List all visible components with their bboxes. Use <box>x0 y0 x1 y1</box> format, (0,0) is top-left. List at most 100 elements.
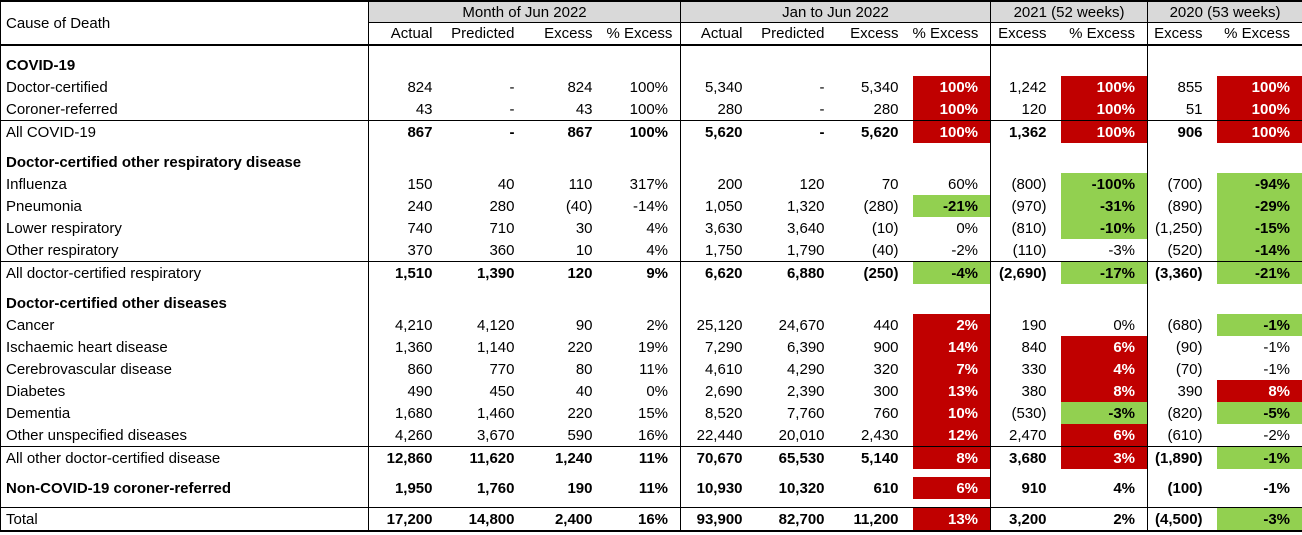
spacer-row <box>1 143 1302 151</box>
value-cell <box>839 469 913 477</box>
value-cell: 11,620 <box>446 446 529 469</box>
row-label: Total <box>0 507 369 531</box>
pct-excess-cell: 100% <box>912 76 991 98</box>
value-cell <box>757 284 839 292</box>
value-cell <box>839 284 913 292</box>
value-cell: 380 <box>990 380 1061 402</box>
pct-excess-cell: 12% <box>912 424 991 447</box>
pct-excess-cell <box>1217 151 1302 173</box>
value-cell: 490 <box>368 380 447 402</box>
pct-excess-cell <box>1217 45 1302 54</box>
pct-excess-cell: 0% <box>956 219 979 237</box>
value-cell <box>368 151 447 173</box>
pct-excess-cell: 2% <box>912 314 991 336</box>
pct-excess-cell <box>1061 284 1148 292</box>
section-header-row: COVID-19 <box>1 54 1302 76</box>
value-cell: - <box>509 100 515 118</box>
value-cell: 770 <box>489 360 515 378</box>
value-cell: (280) <box>863 197 899 215</box>
value-cell: 280 <box>873 100 899 118</box>
pct-excess-cell: 100% <box>912 98 991 121</box>
value-cell: 10,320 <box>778 479 825 497</box>
value-cell: 200 <box>680 173 757 195</box>
value-cell: 11,200 <box>838 507 913 531</box>
value-cell: 590 <box>567 426 593 444</box>
section-label: COVID-19 <box>6 56 76 74</box>
pct-excess-cell: -14% <box>1216 239 1302 262</box>
data-row: Cancer 4,210 4,120 90 2% 25,120 24,670 440 2% 190… <box>1 314 1302 336</box>
value-cell <box>757 469 839 477</box>
pct-excess-cell: 100% <box>1216 76 1302 98</box>
pct-excess-cell: 100% <box>1060 120 1148 143</box>
pct-excess-cell: 7% <box>912 358 991 380</box>
value-cell: 370 <box>368 239 447 262</box>
pct-excess-cell: 2% <box>646 316 669 334</box>
pct-excess-cell: -3% <box>1108 241 1136 259</box>
value-cell: 120 <box>799 175 825 193</box>
value-cell: 120 <box>990 98 1061 121</box>
value-cell: 25,120 <box>680 314 757 336</box>
cause-of-death-header: Cause of Death <box>0 1 369 46</box>
value-cell: 240 <box>368 195 447 217</box>
value-cell <box>1147 292 1217 314</box>
pct-excess-cell <box>913 284 991 292</box>
pct-excess-cell: -10% <box>1060 217 1148 239</box>
pct-excess-cell: 8% <box>1060 380 1148 402</box>
value-cell: 40 <box>575 382 593 400</box>
value-cell <box>839 292 913 314</box>
value-cell: (610) <box>1147 424 1217 447</box>
value-cell: 1,750 <box>680 239 757 262</box>
value-cell <box>447 499 529 508</box>
value-cell <box>447 54 529 76</box>
pct-excess-cell: 100% <box>912 120 991 143</box>
pct-excess-cell: 10% <box>912 402 991 424</box>
pct-excess-cell: -5% <box>1216 402 1302 424</box>
pct-excess-cell <box>913 143 991 151</box>
col-header-excess: Excess <box>1147 22 1217 46</box>
value-cell: 22,440 <box>680 424 757 447</box>
group-header-2021: 2021 (52 weeks) <box>990 1 1148 23</box>
value-cell <box>368 143 447 151</box>
value-cell: 43 <box>368 98 447 121</box>
col-header-pct-excess: % Excess <box>606 22 681 46</box>
value-cell <box>680 469 757 477</box>
col-header-predicted: Predicted <box>756 22 839 46</box>
pct-excess-cell: 3% <box>1060 446 1148 469</box>
pct-excess-cell: 100% <box>606 120 681 143</box>
value-cell: - <box>446 120 529 143</box>
pct-excess-cell: 100% <box>629 100 669 118</box>
pct-excess-cell: -1% <box>1263 360 1291 378</box>
row-label: Dementia <box>6 404 71 422</box>
row-label: All COVID-19 <box>0 120 369 143</box>
pct-excess-cell: -29% <box>1216 195 1302 217</box>
value-cell <box>1147 151 1217 173</box>
pct-excess-cell: -3% <box>1216 507 1302 531</box>
value-cell: 190 <box>990 314 1061 336</box>
value-cell: 93,900 <box>680 507 757 531</box>
value-cell <box>529 143 607 151</box>
spacer-row <box>1 284 1302 292</box>
value-cell: 12,860 <box>368 446 447 469</box>
pct-excess-cell: 8% <box>912 446 991 469</box>
pct-excess-cell: -100% <box>1060 173 1148 195</box>
col-header-pct-excess: % Excess <box>912 22 991 46</box>
value-cell <box>447 151 529 173</box>
pct-excess-cell <box>1061 469 1148 477</box>
value-cell <box>1147 54 1217 76</box>
pct-excess-cell: -21% <box>912 195 991 217</box>
value-cell <box>757 499 839 508</box>
row-label: Lower respiratory <box>6 219 122 237</box>
value-cell: 70 <box>881 175 899 193</box>
value-cell: 2,390 <box>786 382 825 400</box>
pct-excess-cell: 317% <box>629 175 669 193</box>
value-cell: 280 <box>489 197 515 215</box>
value-cell: (530) <box>990 402 1061 424</box>
value-cell: 220 <box>567 404 593 422</box>
value-cell <box>529 292 607 314</box>
pct-excess-cell: -15% <box>1216 217 1302 239</box>
value-cell: - <box>756 120 839 143</box>
pct-excess-cell: 6% <box>912 477 991 499</box>
value-cell: 17,200 <box>368 507 447 531</box>
value-cell: 2,470 <box>990 424 1061 447</box>
value-cell <box>839 54 913 76</box>
